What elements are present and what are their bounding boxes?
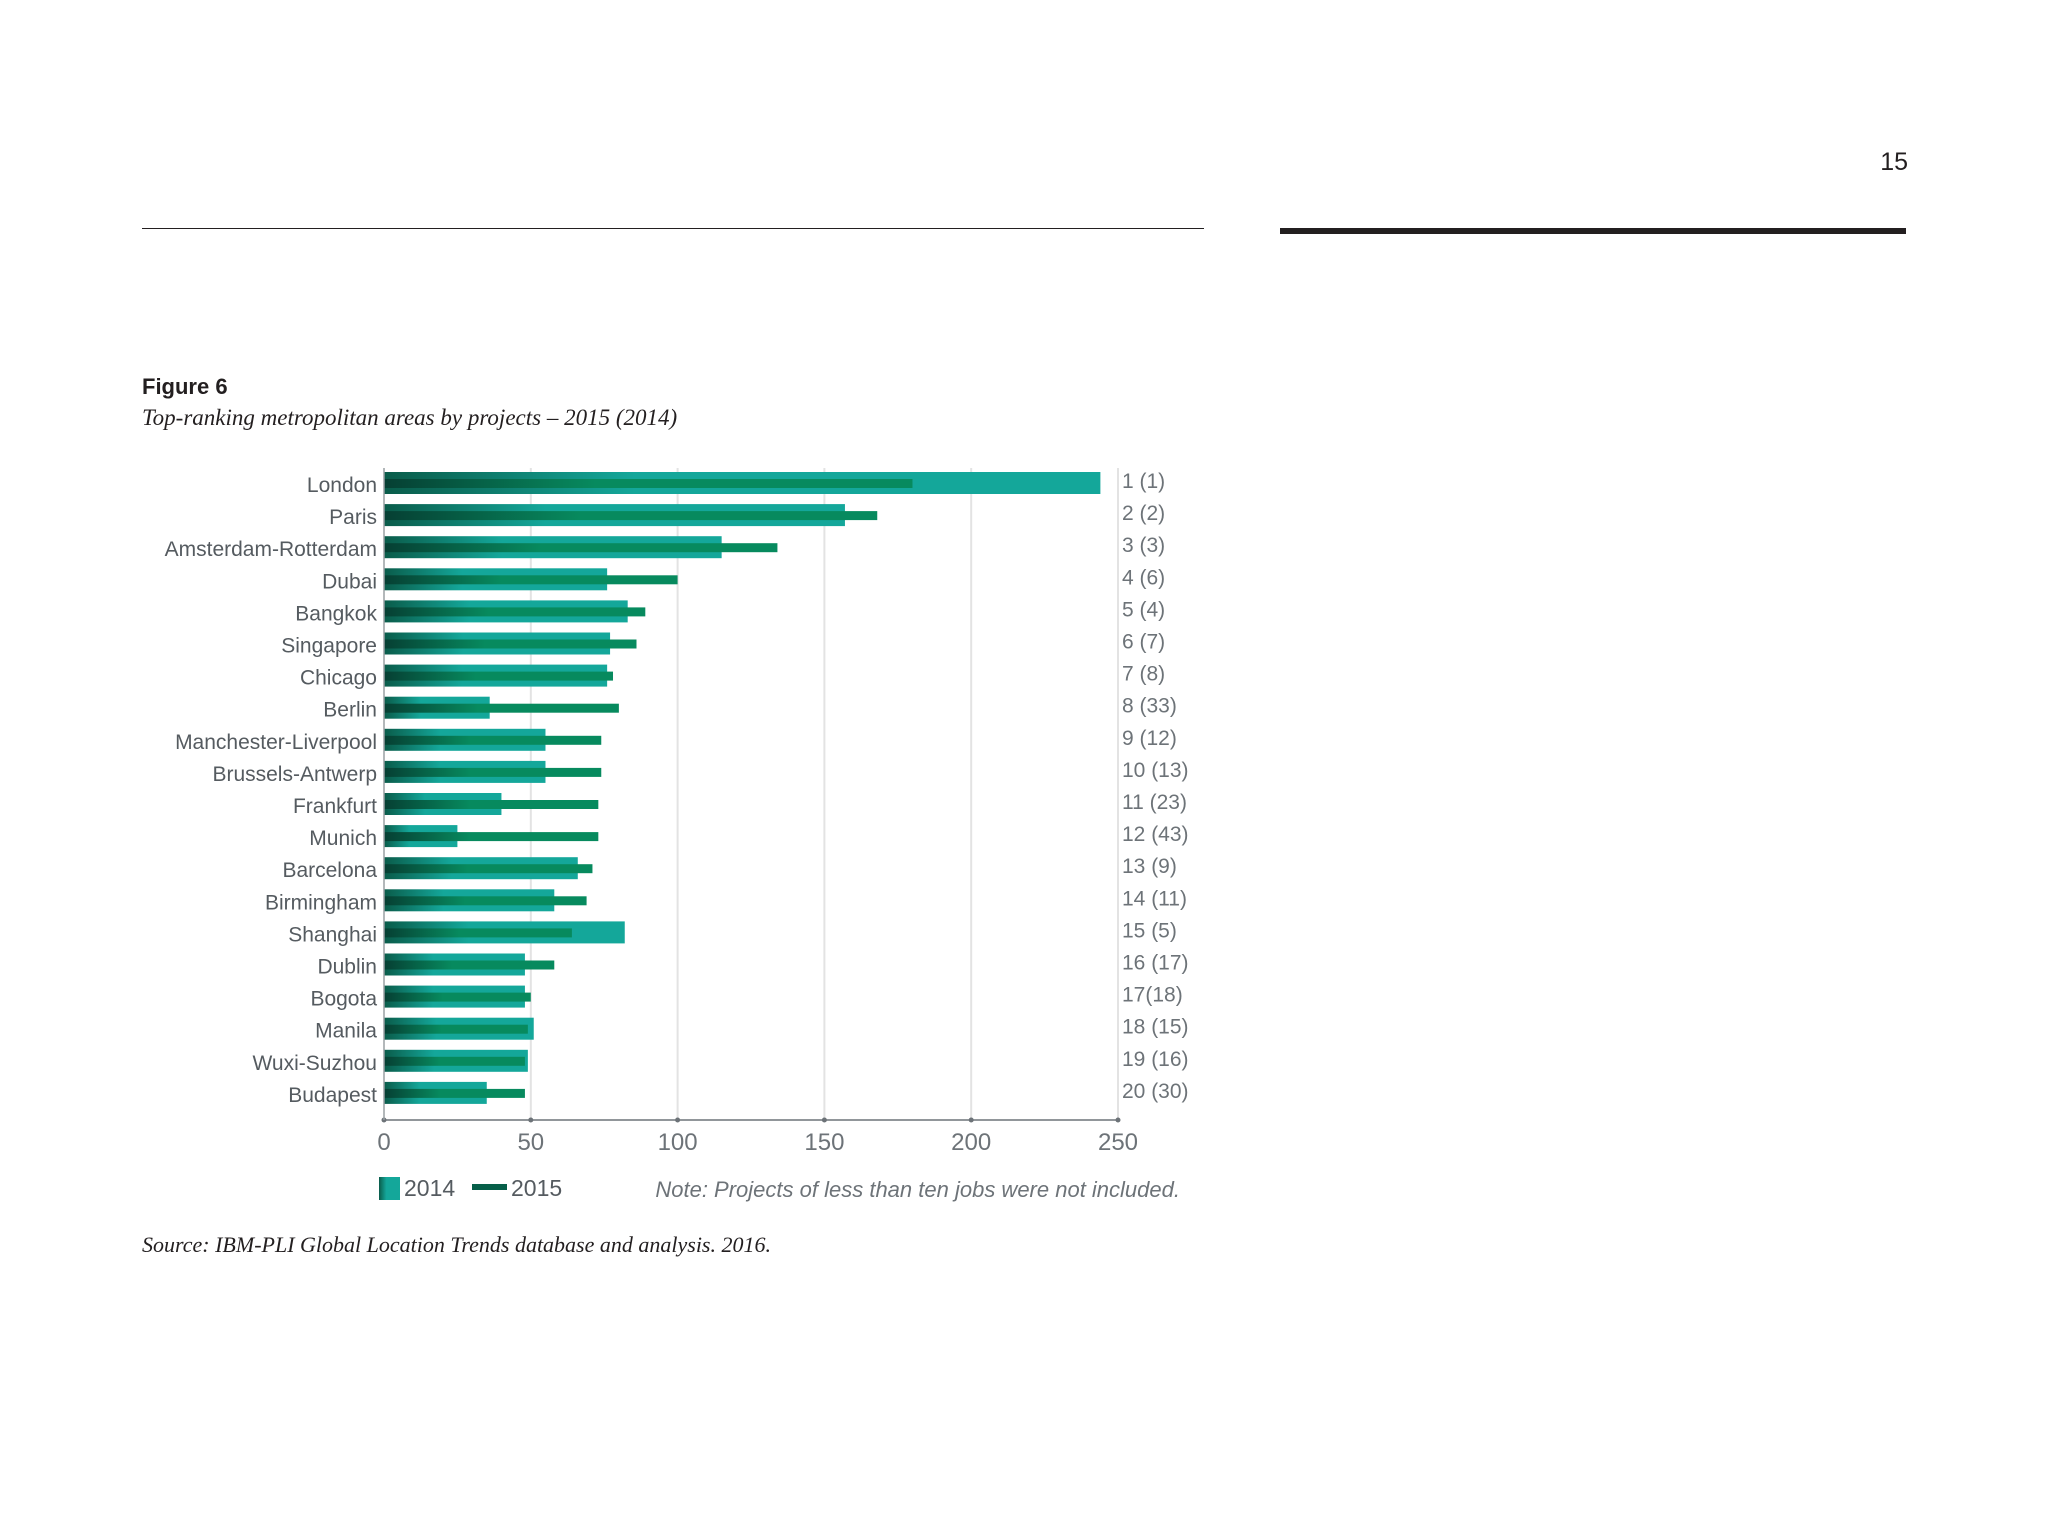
rank-label: 5 (4) — [1122, 598, 1165, 621]
category-label: London — [307, 474, 377, 497]
x-tick-label: 150 — [804, 1129, 844, 1156]
category-label: Berlin — [323, 699, 377, 722]
bar-2015 — [384, 1024, 528, 1034]
rank-label: 9 (12) — [1122, 727, 1177, 750]
category-label: Dublin — [317, 956, 377, 979]
bar-2015 — [384, 543, 778, 553]
bar-2015 — [384, 639, 637, 649]
bar-2015 — [384, 607, 646, 617]
x-axis: 0 50 100 150 200 250 — [377, 468, 1138, 1156]
figure-subtitle: Top-ranking metropolitan areas by projec… — [142, 405, 678, 430]
bar-2015 — [384, 511, 878, 521]
legend-label-2014: 2014 — [404, 1175, 455, 1201]
rank-label: 3 (3) — [1122, 534, 1165, 557]
page-number: 15 — [1880, 148, 1908, 176]
rank-label: 8 (33) — [1122, 695, 1177, 718]
category-label: Wuxi-Suzhou — [252, 1052, 377, 1075]
category-label: Brussels-Antwerp — [212, 763, 377, 786]
rank-label: 11 (23) — [1122, 791, 1187, 814]
legend-swatch-2014 — [379, 1177, 400, 1200]
category-label: Birmingham — [265, 891, 377, 914]
category-label: Dubai — [322, 570, 377, 593]
category-label: Shanghai — [288, 923, 377, 946]
bar-2015 — [384, 1088, 525, 1098]
chart-note: Note: Projects of less than ten jobs wer… — [655, 1177, 1180, 1202]
rank-label: 1 (1) — [1122, 470, 1165, 493]
category-label: Budapest — [288, 1084, 377, 1107]
bar-2015 — [384, 928, 572, 938]
rank-label: 17(18) — [1122, 984, 1183, 1007]
rank-label: 14 (11) — [1122, 887, 1187, 910]
bar-2015 — [384, 735, 602, 745]
rank-label: 16 (17) — [1122, 952, 1189, 975]
bar-2015 — [384, 800, 599, 809]
figure-label: Figure 6 — [142, 374, 228, 399]
label-layer: London 1 (1) Paris 2 (2) Amsterdam-Rotterdam… — [165, 470, 1189, 1107]
category-label: Bangkok — [295, 602, 377, 625]
bar-2015 — [384, 767, 602, 777]
bar-2015 — [384, 896, 587, 906]
grid-layer — [529, 468, 1119, 1120]
rank-label: 13 (9) — [1122, 855, 1177, 878]
bar-2015 — [384, 992, 531, 1002]
category-label: Frankfurt — [293, 795, 377, 818]
category-label: Bogota — [310, 988, 377, 1011]
category-label: Manila — [315, 1020, 377, 1043]
category-label: Munich — [309, 827, 377, 850]
bar-layer — [384, 472, 1101, 1104]
header-rule-thick — [1280, 228, 1906, 234]
category-label: Chicago — [300, 667, 377, 690]
rank-label: 20 (30) — [1122, 1080, 1189, 1103]
rank-label: 7 (8) — [1122, 663, 1165, 686]
rank-label: 12 (43) — [1122, 823, 1189, 846]
rank-label: 15 (5) — [1122, 919, 1177, 942]
legend: 2014 2015 — [379, 1175, 562, 1201]
bar-2015 — [384, 671, 614, 681]
bar-2015 — [384, 1056, 525, 1066]
rank-label: 10 (13) — [1122, 759, 1189, 782]
header-rule — [142, 228, 1204, 229]
x-tick-label: 250 — [1098, 1129, 1138, 1156]
rank-label: 4 (6) — [1122, 566, 1165, 589]
category-label: Manchester-Liverpool — [175, 731, 377, 754]
bar-2015 — [384, 960, 555, 970]
legend-label-2015: 2015 — [511, 1175, 562, 1201]
rank-label: 2 (2) — [1122, 502, 1165, 525]
bar-2015 — [384, 832, 599, 842]
bar-2015 — [384, 864, 593, 874]
x-tick-label: 50 — [517, 1129, 544, 1156]
category-label: Singapore — [281, 635, 377, 658]
x-tick-label: 100 — [658, 1129, 698, 1156]
x-tick-label: 200 — [951, 1129, 991, 1156]
rank-label: 6 (7) — [1122, 631, 1165, 654]
figure-source: Source: IBM-PLI Global Location Trends d… — [142, 1232, 771, 1257]
bar-2015 — [384, 479, 913, 488]
bar-2015 — [384, 575, 678, 585]
rank-label: 19 (16) — [1122, 1048, 1189, 1071]
category-label: Barcelona — [282, 859, 377, 882]
category-label: Amsterdam-Rotterdam — [165, 538, 377, 561]
bar-2015 — [384, 703, 619, 713]
rank-label: 18 (15) — [1122, 1016, 1189, 1039]
category-label: Paris — [329, 506, 377, 529]
legend-swatch-2015 — [472, 1184, 507, 1190]
x-tick-label: 0 — [377, 1129, 390, 1156]
